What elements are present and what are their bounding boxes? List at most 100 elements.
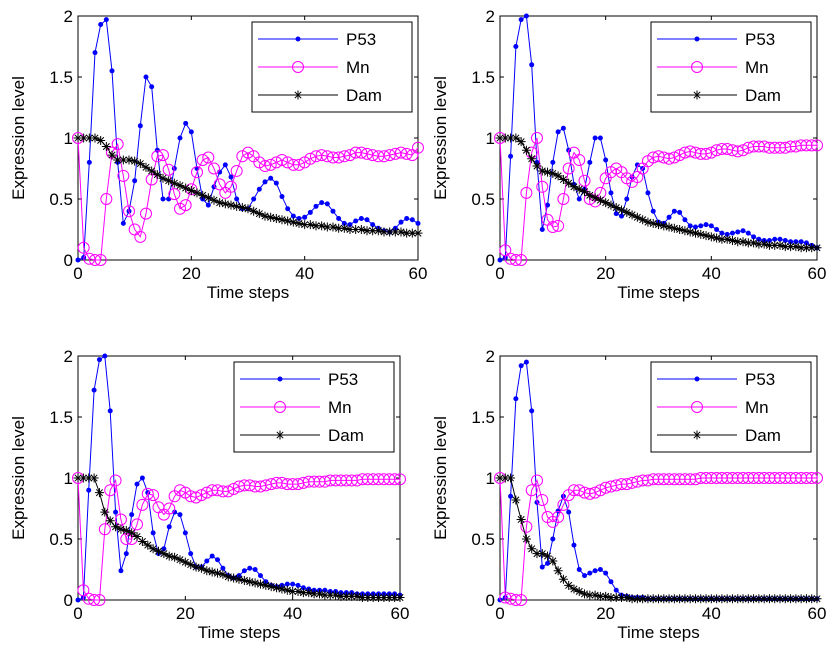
- chart-3-dam-point: [234, 574, 244, 584]
- chart-1-dam-point: [334, 223, 344, 233]
- chart-2-mn-point: [499, 244, 512, 257]
- chart-1-mn-point: [338, 150, 351, 163]
- chart-1-p53-point: [398, 219, 404, 225]
- chart-3-series-dam: [73, 473, 405, 603]
- chart-3-p53-point: [150, 530, 156, 536]
- chart-4-dam-point: [690, 594, 700, 604]
- chart-3-y-tick-label: 1.5: [49, 408, 73, 427]
- chart-2-p53-point: [539, 227, 545, 232]
- chart-3-mn-point: [173, 484, 186, 497]
- chart-4-mn-point: [573, 484, 586, 497]
- chart-1-p53-point: [273, 180, 279, 186]
- chart-3-dam-point: [374, 593, 384, 603]
- chart-2-dam-point: [690, 228, 700, 238]
- chart-4-dam-point: [654, 594, 663, 604]
- chart-4-series-mn: [494, 472, 823, 606]
- chart-1-mn-point: [315, 149, 328, 162]
- chart-1-dam-point: [311, 221, 321, 231]
- chart-2-dam-point: [527, 154, 537, 164]
- chart-4-mn-point: [557, 498, 570, 511]
- chart-2-mn-point: [515, 254, 528, 266]
- chart-2-dam-point: [516, 137, 526, 147]
- chart-4-dam-point: [595, 591, 605, 601]
- chart-3-mn-point: [388, 473, 401, 486]
- chart-1-legend: P53 Mn Dam: [251, 21, 413, 113]
- chart-2-mn-point: [731, 145, 744, 158]
- chart-2-dam-point: [580, 187, 590, 197]
- chart-3-p53-point: [241, 568, 247, 574]
- chart-4-y-axis-label: Expression level: [431, 416, 450, 540]
- chart-2-p53-point: [597, 135, 603, 141]
- chart-3-p53-point: [215, 557, 221, 563]
- chart-1-mn-point: [77, 241, 90, 254]
- chart-2-dam-point: [764, 240, 774, 250]
- chart-1-p53-point: [160, 196, 166, 202]
- chart-2-dam-point: [511, 133, 521, 143]
- chart-3-dam-point: [207, 567, 217, 577]
- chart-2-p53-point: [703, 222, 709, 228]
- chart-2-p53-point: [682, 217, 688, 223]
- chart-1-dam-point: [305, 220, 315, 230]
- chart-1-dam-point: [328, 222, 338, 232]
- chart-1-dam-point: [271, 214, 281, 224]
- chart-3-p53-point: [284, 581, 290, 587]
- chart-2-dam-point: [669, 223, 679, 233]
- chart-2-p53-point: [782, 237, 788, 243]
- chart-1-dam-point: [130, 156, 140, 166]
- chart-1-dam-point: [152, 170, 162, 180]
- chart-2-dam-point: [664, 222, 674, 232]
- chart-3-dam-point: [357, 593, 367, 603]
- chart-4-dam-point: [754, 594, 764, 604]
- chart-2-legend: P53 Mn Dam: [650, 21, 812, 113]
- chart-1-y-tick-label: 0.5: [49, 190, 73, 209]
- chart-4-mn-point: [536, 493, 549, 506]
- chart-2-p53-point: [645, 190, 651, 196]
- chart-1-p53-point: [92, 50, 98, 56]
- chart-2-p53-point: [550, 159, 556, 165]
- chart-2-dam-point: [638, 215, 648, 225]
- chart-2-p53-point: [687, 223, 693, 229]
- chart-1-dam-point: [254, 209, 264, 219]
- chart-3-dam-point: [341, 591, 351, 601]
- chart-3-dam-point: [250, 578, 260, 588]
- chart-1-p53-point: [98, 22, 104, 28]
- chart-3-dam-point: [170, 552, 180, 562]
- chart-2-p53-point: [497, 257, 503, 263]
- chart-4-y-tick-label: 0.5: [471, 530, 495, 549]
- chart-2-x-tick-label: 20: [596, 264, 615, 283]
- chart-4-dam-point: [680, 594, 690, 604]
- chart-2-dam-point: [796, 243, 806, 253]
- chart-1-mn-point: [264, 158, 277, 171]
- chart-1-dam-point: [175, 181, 185, 191]
- chart-1-p53-point: [75, 257, 81, 263]
- chart-3-p53-point: [182, 530, 188, 536]
- chart-1-mn-point: [140, 207, 152, 220]
- chart-2-dam-point: [807, 243, 817, 253]
- chart-1-mn-point: [94, 254, 107, 266]
- chart-1-dam-point: [113, 155, 123, 165]
- chart-1-p53-point: [313, 203, 319, 209]
- chart-4-dam-point: [796, 594, 806, 604]
- chart-4-dam-point: [585, 590, 595, 600]
- chart-2-dam-point: [564, 178, 574, 188]
- chart-4-dam-point: [500, 473, 510, 483]
- chart-1-p53-point: [285, 206, 291, 212]
- chart-2-mn-point: [737, 144, 750, 157]
- chart-4-dam-point: [601, 591, 611, 601]
- chart-4-mn-point: [805, 472, 818, 484]
- chart-1-p53-point: [409, 217, 415, 223]
- chart-2-mn-point: [811, 139, 823, 152]
- chart-4-p53-point: [550, 536, 556, 542]
- chart-4-dam-point: [807, 594, 817, 604]
- chart-3-p53-point: [188, 551, 194, 557]
- chart-2-p53-point: [735, 229, 741, 235]
- chart-3-dam-point: [229, 573, 239, 583]
- chart-3-p53-point: [177, 512, 183, 518]
- chart-4-dam-point: [701, 594, 711, 604]
- chart-2-mn-point: [530, 132, 543, 144]
- chart-1-series-mn: [72, 132, 424, 266]
- chart-3-dam-point: [191, 562, 201, 572]
- chart-4-dam-point: [727, 594, 737, 604]
- chart-2-dam-point: [754, 239, 764, 249]
- chart-1-p53-point: [109, 68, 115, 74]
